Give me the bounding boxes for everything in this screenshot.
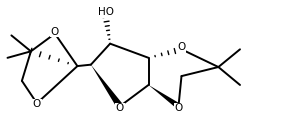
Text: O: O [33, 99, 41, 109]
Text: O: O [116, 103, 124, 113]
Text: O: O [177, 42, 186, 52]
Text: O: O [174, 103, 183, 113]
Text: HO: HO [98, 7, 114, 17]
Text: O: O [51, 27, 59, 37]
Polygon shape [148, 85, 180, 109]
Polygon shape [91, 65, 123, 108]
